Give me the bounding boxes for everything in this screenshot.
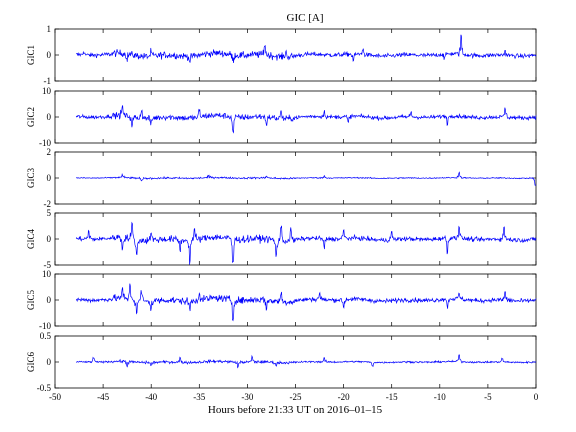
series-line <box>76 171 537 186</box>
x-axis: -50 -45 -40 -35 -30 -25 -20 -15 -10 -5 0 <box>49 392 539 402</box>
x-tick-label: -10 <box>434 392 446 402</box>
series-line <box>75 221 537 265</box>
y-tick-label: -10 <box>39 138 51 148</box>
y-tick-label: 0 <box>47 50 52 60</box>
panel-gic1: -1 0 1 GIC1 <box>26 24 537 86</box>
y-tick-label: 0.5 <box>40 331 52 341</box>
series-line <box>75 105 537 134</box>
panel-gic3: -2 0 2 GIC3 <box>26 147 537 209</box>
panels: -101GIC1-10010GIC2-202GIC3-505GIC4-10010… <box>26 24 537 393</box>
x-tick-label: -5 <box>484 392 492 402</box>
y-tick-label: -5 <box>44 260 52 270</box>
x-tick-label: -25 <box>290 392 302 402</box>
panel-gic6: -0.5 0 0.5 GIC6 <box>26 331 537 393</box>
panel-gic5: -10 0 10 GIC5 <box>26 269 537 331</box>
y-tick-label: 10 <box>42 269 52 279</box>
x-axis-label: Hours before 21:33 UT on 2016–01–15 <box>208 404 383 416</box>
x-tick-label: -30 <box>241 392 253 402</box>
panel-ylabel: GIC1 <box>26 45 36 65</box>
x-tick-label: -15 <box>386 392 398 402</box>
y-tick-label: 1 <box>47 24 52 34</box>
x-tick-label: -50 <box>49 392 61 402</box>
y-tick-label: -1 <box>44 76 52 86</box>
series-line <box>75 283 537 322</box>
y-tick-label: -0.5 <box>37 383 52 393</box>
y-tick-label: 10 <box>42 86 52 96</box>
x-tick-label: -20 <box>338 392 350 402</box>
y-tick-label: 2 <box>47 147 52 157</box>
x-tick-label: -45 <box>97 392 109 402</box>
panel-ylabel: GIC3 <box>26 168 36 188</box>
panel-gic2: -10 0 10 GIC2 <box>26 86 537 148</box>
x-tick-label: -40 <box>145 392 157 402</box>
series-line <box>75 354 537 369</box>
panel-ylabel: GIC2 <box>26 107 36 127</box>
y-tick-label: 0 <box>47 234 52 244</box>
series-line <box>75 34 537 64</box>
y-tick-label: -10 <box>39 321 51 331</box>
y-tick-label: 0 <box>47 173 52 183</box>
panel-ylabel: GIC5 <box>26 290 36 310</box>
x-tick-label: -35 <box>193 392 205 402</box>
chart-title: GIC [A] <box>287 12 324 24</box>
panel-gic4: -5 0 5 GIC4 <box>26 208 537 270</box>
x-tick-label: 0 <box>534 392 539 402</box>
y-tick-label: 0 <box>47 357 52 367</box>
panel-ylabel: GIC6 <box>26 352 36 372</box>
y-tick-label: 0 <box>47 295 52 305</box>
y-tick-label: 0 <box>47 112 52 122</box>
y-tick-label: 5 <box>47 208 52 218</box>
panel-ylabel: GIC4 <box>26 229 36 249</box>
y-tick-label: -2 <box>44 199 52 209</box>
